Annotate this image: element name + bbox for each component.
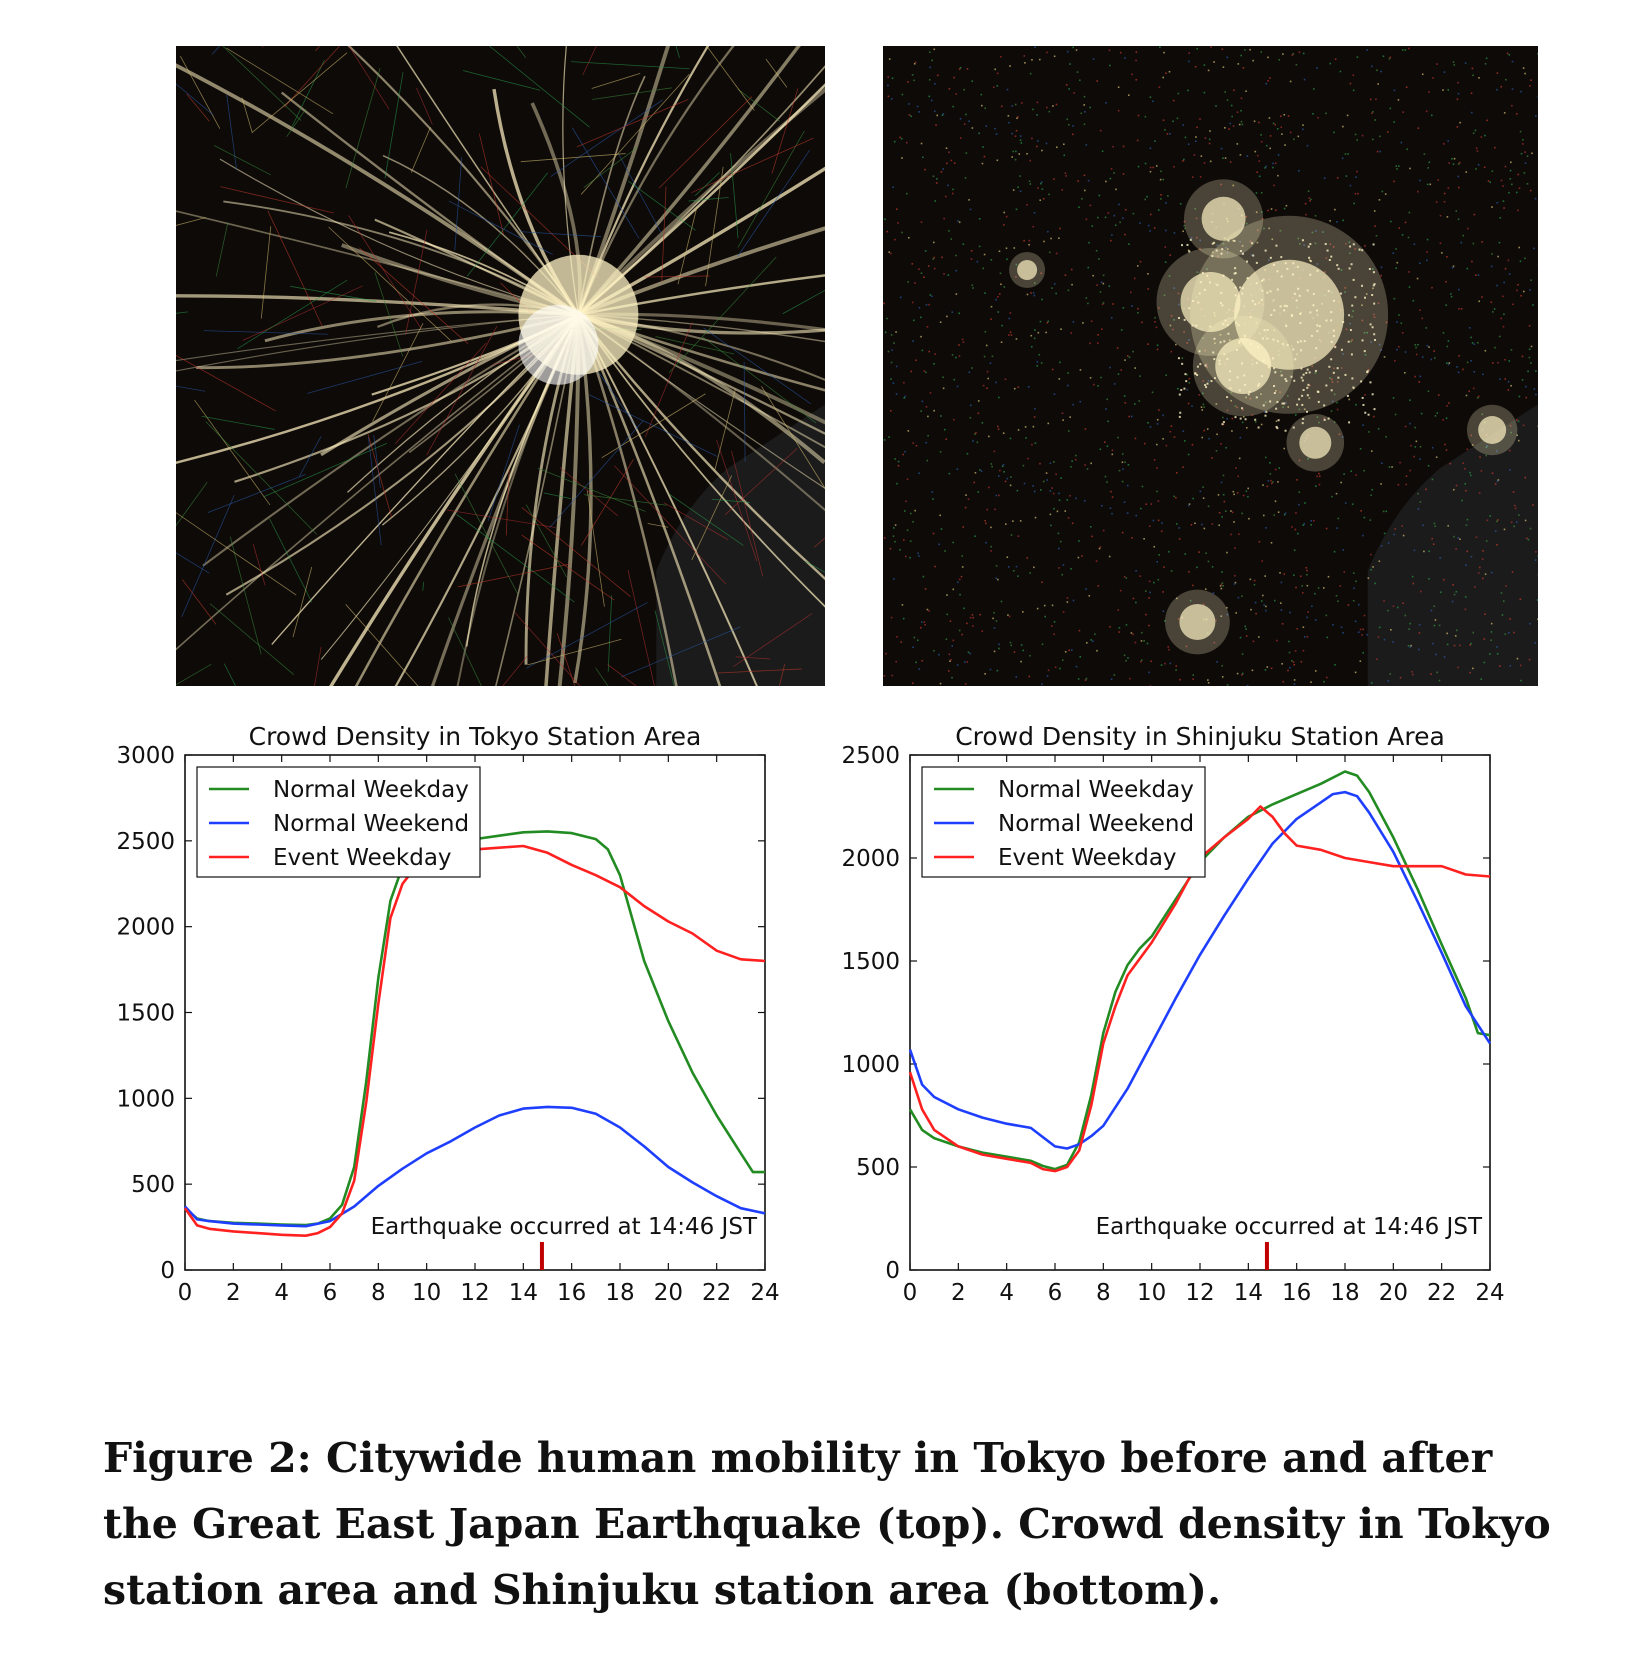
x-tick-label: 18 [1330,1280,1359,1306]
y-tick-label: 1500 [116,1001,175,1027]
x-tick-label: 16 [557,1280,586,1306]
y-tick-label: 1000 [116,1086,175,1112]
y-tick-label: 2000 [841,846,900,872]
bay-water [656,404,825,686]
y-tick-label: 500 [131,1172,175,1198]
y-tick-label: 1500 [841,949,900,975]
x-tick-label: 6 [1048,1280,1063,1306]
x-tick-label: 10 [1137,1280,1166,1306]
x-tick-label: 6 [323,1280,338,1306]
x-tick-label: 0 [903,1280,918,1306]
y-tick-label: 2500 [116,829,175,855]
x-tick-label: 8 [1096,1280,1111,1306]
legend-label: Event Weekday [998,845,1177,871]
mobility-map-after [883,46,1538,686]
x-tick-label: 4 [999,1280,1014,1306]
legend: Normal Weekday Normal Weekend Event Weekda… [196,766,481,878]
x-tick-label: 2 [226,1280,241,1306]
chart-title: Crowd Density in Shinjuku Station Area [955,722,1445,751]
legend-label: Normal Weekday [273,777,469,803]
x-tick-label: 20 [654,1280,683,1306]
x-tick-label: 14 [1234,1280,1263,1306]
x-tick-label: 4 [274,1280,289,1306]
bay-water [1367,404,1538,686]
y-tick-label: 2500 [841,743,900,769]
map-after-earthquake [883,46,1538,686]
mobility-traces [883,46,1538,686]
series-line-normal-weekend [908,790,1492,1150]
x-tick-label: 20 [1379,1280,1408,1306]
x-tick-label: 24 [1475,1280,1504,1306]
series-line-event-weekday [908,805,1491,1173]
x-tick-label: 8 [371,1280,386,1306]
chart-title: Crowd Density in Tokyo Station Area [249,722,702,751]
y-tick-label: 2000 [116,915,175,941]
x-tick-label: 24 [750,1280,779,1306]
x-tick-label: 14 [509,1280,538,1306]
mobility-map-before [176,46,825,686]
x-tick-label: 16 [1282,1280,1311,1306]
y-tick-label: 0 [885,1258,900,1284]
y-tick-label: 1000 [841,1052,900,1078]
x-tick-label: 12 [460,1280,489,1306]
map-before-earthquake [176,46,825,686]
x-tick-label: 2 [951,1280,966,1306]
x-tick-label: 12 [1185,1280,1214,1306]
legend-label: Normal Weekday [998,777,1194,803]
earthquake-annotation: Earthquake occurred at 14:46 JST [1096,1214,1483,1240]
y-tick-label: 3000 [116,743,175,769]
y-tick-label: 500 [856,1155,900,1181]
x-tick-label: 0 [178,1280,193,1306]
x-tick-label: 22 [702,1280,731,1306]
legend-label: Normal Weekend [273,811,469,837]
legend-label: Normal Weekend [998,811,1194,837]
series-line-normal-weekend [184,1105,766,1228]
y-tick-label: 0 [160,1258,175,1284]
x-tick-label: 10 [412,1280,441,1306]
legend: Normal Weekday Normal Weekend Event Weekda… [921,766,1206,878]
figure-caption: Figure 2: Citywide human mobility in Tok… [103,1434,1551,1614]
chart-shinjuku-station: Crowd Density in Shinjuku Station Area 0 2… [841,722,1504,1306]
series-line-normal-weekday [908,770,1491,1171]
legend-label: Event Weekday [273,845,452,871]
x-tick-label: 18 [605,1280,634,1306]
earthquake-annotation: Earthquake occurred at 14:46 JST [371,1214,758,1240]
x-tick-label: 22 [1427,1280,1456,1306]
mobility-traces [176,46,825,686]
